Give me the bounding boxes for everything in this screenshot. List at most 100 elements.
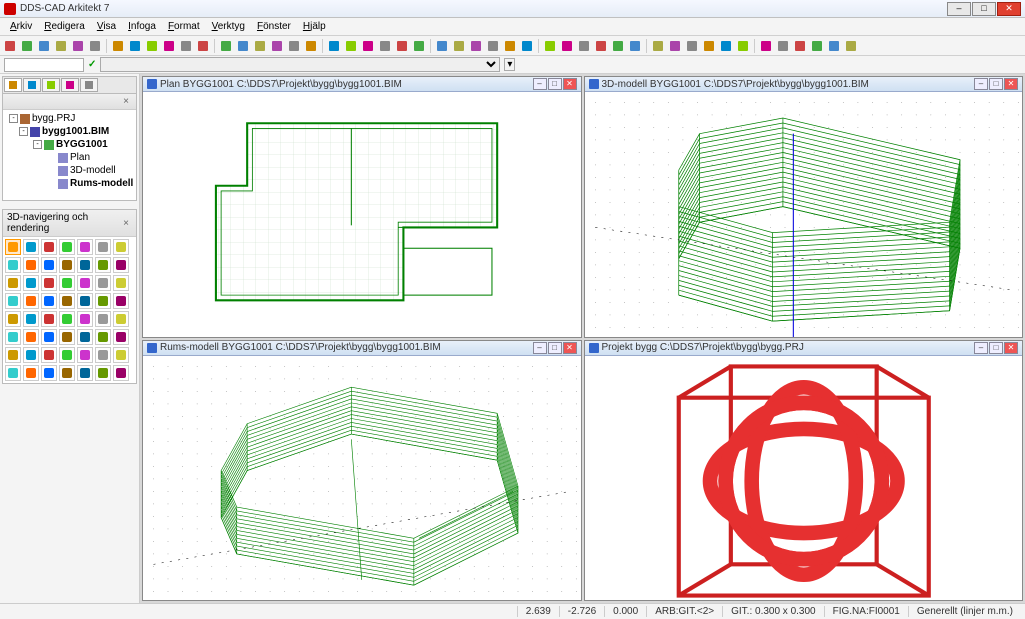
palette-button-39[interactable] [77,329,93,345]
toolbar-button-0[interactable] [2,38,18,54]
vp-close-button[interactable]: ✕ [1004,342,1018,354]
palette-button-4[interactable] [77,239,93,255]
palette-button-27[interactable] [113,293,129,309]
toolbar-button-20[interactable] [360,38,376,54]
palette-button-10[interactable] [59,257,75,273]
palette-button-35[interactable] [5,329,21,345]
vp-plan-canvas[interactable] [143,92,581,338]
toolbar-button-5[interactable] [87,38,103,54]
toolbar-button-41[interactable] [735,38,751,54]
palette-button-28[interactable] [5,311,21,327]
toolbar-button-19[interactable] [343,38,359,54]
toolbar-button-26[interactable] [468,38,484,54]
vp-minimize-button[interactable]: ‒ [533,78,547,90]
palette-button-15[interactable] [23,275,39,291]
toolbar-button-31[interactable] [559,38,575,54]
tree-tab-4[interactable] [80,78,98,92]
vp-maximize-button[interactable]: □ [548,342,562,354]
toolbar-button-43[interactable] [775,38,791,54]
toolbar-button-1[interactable] [19,38,35,54]
palette-button-1[interactable] [23,239,39,255]
toolbar-button-12[interactable] [218,38,234,54]
menu-redigera[interactable]: Redigera [38,19,91,34]
tree-tab-0[interactable] [4,78,22,92]
toolbar-button-45[interactable] [809,38,825,54]
vp-minimize-button[interactable]: ‒ [974,342,988,354]
toolbar-button-33[interactable] [593,38,609,54]
tree-item[interactable]: -BYGG1001 [5,138,134,151]
palette-button-38[interactable] [59,329,75,345]
vp-room-canvas[interactable] [143,356,581,602]
palette-button-22[interactable] [23,293,39,309]
toolbar-button-14[interactable] [252,38,268,54]
menu-infoga[interactable]: Infoga [122,19,162,34]
palette-button-20[interactable] [113,275,129,291]
toolbar-button-6[interactable] [110,38,126,54]
tree-item[interactable]: -bygg1001.BIM [5,125,134,138]
toolbar-button-15[interactable] [269,38,285,54]
expand-icon[interactable]: - [19,127,28,136]
minimize-button[interactable]: ‒ [947,2,971,16]
palette-button-54[interactable] [95,365,111,381]
tree-tab-2[interactable] [42,78,60,92]
maximize-button[interactable]: □ [972,2,996,16]
palette-button-24[interactable] [59,293,75,309]
menu-fönster[interactable]: Fönster [251,19,297,34]
menu-verktyg[interactable]: Verktyg [206,19,251,34]
expand-icon[interactable]: - [33,140,42,149]
toolbar-button-21[interactable] [377,38,393,54]
vp-3d-canvas[interactable] [585,92,1023,338]
toolbar-button-30[interactable] [542,38,558,54]
palette-button-25[interactable] [77,293,93,309]
palette-button-32[interactable] [77,311,93,327]
palette-button-53[interactable] [77,365,93,381]
close-button[interactable]: ✕ [997,2,1021,16]
menu-arkiv[interactable]: Arkiv [4,19,38,34]
tree-item[interactable]: -bygg.PRJ [5,112,134,125]
toolbar-button-39[interactable] [701,38,717,54]
tree-item[interactable]: Plan [5,151,134,164]
toolbar-button-8[interactable] [144,38,160,54]
toolbar-button-9[interactable] [161,38,177,54]
menu-format[interactable]: Format [162,19,206,34]
palette-button-43[interactable] [23,347,39,363]
palette-button-49[interactable] [5,365,21,381]
nav-panel-close-icon[interactable]: × [120,218,132,229]
palette-button-9[interactable] [41,257,57,273]
palette-button-23[interactable] [41,293,57,309]
toolbar-button-13[interactable] [235,38,251,54]
palette-button-8[interactable] [23,257,39,273]
palette-button-14[interactable] [5,275,21,291]
palette-button-11[interactable] [77,257,93,273]
tree-tab-1[interactable] [23,78,41,92]
toolbar-button-38[interactable] [684,38,700,54]
tree-item[interactable]: Rums-modell [5,177,134,190]
toolbar-button-24[interactable] [434,38,450,54]
vp-close-button[interactable]: ✕ [1004,78,1018,90]
palette-button-16[interactable] [41,275,57,291]
toolbar-button-3[interactable] [53,38,69,54]
vp-minimize-button[interactable]: ‒ [533,342,547,354]
toolbar-button-17[interactable] [303,38,319,54]
palette-button-36[interactable] [23,329,39,345]
vp-maximize-button[interactable]: □ [989,342,1003,354]
toolbar-button-18[interactable] [326,38,342,54]
palette-button-7[interactable] [5,257,21,273]
toolbar-button-28[interactable] [502,38,518,54]
palette-button-13[interactable] [113,257,129,273]
toolbar-button-46[interactable] [826,38,842,54]
toolbar-button-47[interactable] [843,38,859,54]
menu-visa[interactable]: Visa [91,19,122,34]
palette-button-29[interactable] [23,311,39,327]
palette-button-12[interactable] [95,257,111,273]
vp-project-canvas[interactable] [585,356,1023,602]
palette-button-55[interactable] [113,365,129,381]
palette-button-47[interactable] [95,347,111,363]
toolbar-button-37[interactable] [667,38,683,54]
palette-button-0[interactable] [5,239,21,255]
toolbar-button-23[interactable] [411,38,427,54]
toolbar-button-22[interactable] [394,38,410,54]
vp-close-button[interactable]: ✕ [563,78,577,90]
toolbar-button-27[interactable] [485,38,501,54]
palette-button-30[interactable] [41,311,57,327]
